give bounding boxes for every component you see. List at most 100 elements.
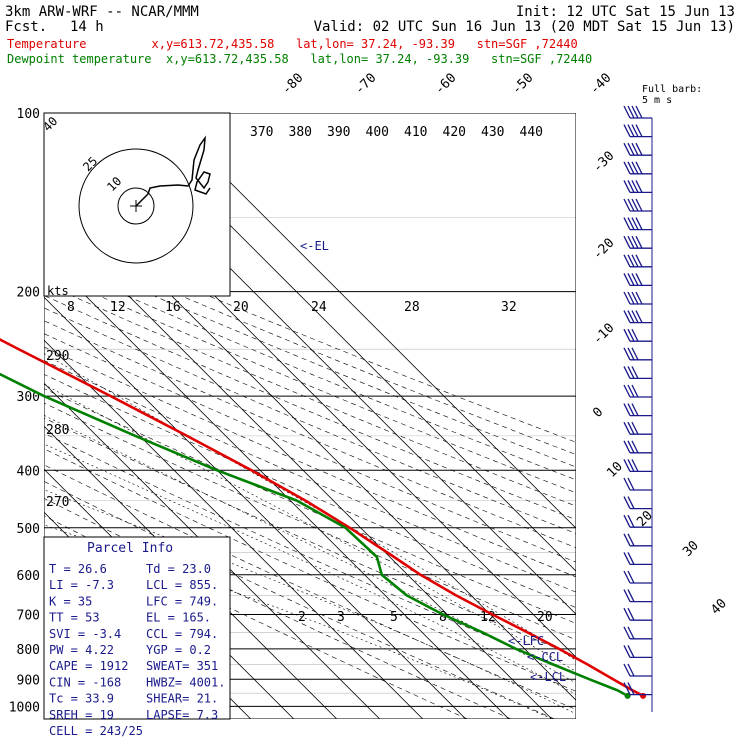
isotherm--50: [44, 425, 338, 719]
isotherm-label-0: 0: [590, 405, 606, 421]
isotherm-label--50: -50: [509, 71, 536, 98]
theta-label-430: 430: [481, 125, 504, 140]
dry-adiabat-360: [44, 346, 576, 578]
wind-barb-flag-5-0: [623, 198, 631, 212]
wind-barb-flag-9-0: [623, 273, 631, 286]
dry-adiabat-410: [44, 282, 576, 507]
wind-barb-flag-3-2: [631, 161, 639, 175]
wind-barb-flag-15-0: [623, 384, 631, 398]
wind-barb-flag-18-1: [627, 440, 635, 454]
theta-label-390: 390: [327, 125, 350, 140]
parcel-row-left-9: SREH = 19: [49, 708, 114, 722]
el-label: <-EL: [300, 239, 329, 253]
wind-barb-flag-19-1: [627, 459, 635, 472]
wind-barb-flag-7-0: [623, 235, 631, 249]
wind-barb-flag-12-2: [631, 328, 639, 342]
theta-labels: 370 380 390 400 410 420 430 440: [250, 125, 543, 140]
wind-barb-flag-25-0: [623, 570, 631, 584]
speed-label-32: 32: [501, 300, 517, 315]
dry-adiabat-390: [44, 307, 576, 534]
parcel-row-right-8: SHEAR= 21.: [146, 692, 218, 706]
wind-barb-flag-21-1: [627, 496, 635, 509]
wind-barb-flag-29-1: [627, 645, 635, 658]
wind-barb-flag-31-1: [627, 682, 635, 695]
mixing-ratio-label-3: 3: [337, 610, 345, 625]
speed-label-8: 8: [67, 300, 75, 315]
parcel-info-panel: Parcel Info T = 26.6 Td = 23.0 LI = -7.3 LC…: [43, 536, 231, 738]
isotherm--40: [44, 382, 381, 719]
parcel-row-left-0: T = 26.6: [49, 562, 107, 576]
wind-legend-line1: Full barb:: [642, 84, 702, 95]
parcel-row-left-8: Tc = 33.9: [49, 692, 114, 706]
isotherm-50: [160, 113, 576, 529]
mixing-ratio-labels: 2 3 5 8 12 20: [298, 610, 553, 625]
parcel-row-left-7: CIN = -168: [49, 675, 121, 689]
wind-barb-flag-7-1: [627, 235, 635, 249]
wind-barb-flag-26-1: [627, 589, 635, 602]
wind-barb-flag-10-2: [631, 291, 639, 305]
moist-adiabat-20: [44, 414, 576, 684]
wind-barb-flag-12-1: [627, 328, 635, 342]
wind-barb-flag-14-0: [623, 366, 631, 379]
theta-side-label-270: 270: [46, 495, 69, 510]
wind-barb-flag-11-3: [635, 310, 643, 323]
speed-label-20: 20: [233, 300, 249, 315]
wind-barb-flag-16-1: [627, 403, 635, 416]
wind-barb-flag-25-1: [627, 570, 635, 584]
wind-barb-flag-18-2: [631, 440, 639, 454]
isotherm-label--30: -30: [590, 149, 617, 176]
wind-barb-flag-9-3: [635, 273, 643, 286]
wind-barb-flag-10-1: [627, 291, 635, 305]
wind-barb-flag-1-2: [631, 124, 639, 137]
dry-adiabat-260: [44, 497, 512, 719]
theta-label-380: 380: [289, 125, 312, 140]
wind-legend-line2: 5 m s: [642, 95, 672, 106]
pressure-label-200: 200: [17, 286, 40, 301]
theta-side-labels: 290 280 270: [46, 349, 69, 510]
header-fcst-label: Fcst.: [5, 19, 47, 35]
header-fcst-value: 14 h: [70, 19, 104, 35]
mixing-ratio-label-8: 8: [439, 610, 447, 625]
wind-barb-flag-16-2: [631, 403, 639, 416]
theta-label-420: 420: [443, 125, 466, 140]
wind-barb-flag-19-0: [623, 459, 631, 472]
wind-barb-flag-8-1: [627, 254, 635, 268]
lfc-label: <-LFC: [508, 634, 544, 648]
wind-barb-flag-13-0: [623, 347, 631, 361]
parcel-row-left-4: SVI = -3.4: [49, 627, 121, 641]
wind-barb-flag-22-0: [623, 514, 631, 528]
parcel-row-right-4: CCL = 794.: [146, 627, 218, 641]
wind-barb-flag-30-0: [623, 663, 631, 677]
dewpoint-surface-marker: [624, 692, 631, 699]
wind-barb-flag-15-2: [631, 384, 639, 398]
wind-barb-flag-4-1: [627, 180, 635, 193]
isotherm-label-10: 10: [604, 459, 626, 481]
speed-label-28: 28: [404, 300, 420, 315]
wind-barb-flag-5-3: [635, 198, 643, 212]
dewpoint-legend: Dewpoint temperature x,y=613.72,435.58 l…: [7, 52, 592, 66]
parcel-row-left-6: CAPE = 1912: [49, 659, 128, 673]
wind-barb-flag-11-2: [631, 310, 639, 323]
parcel-row-left-10: CELL = 243/25: [49, 724, 143, 738]
dewpoint-line: [0, 372, 629, 698]
wind-barb-flag-16-0: [623, 403, 631, 416]
hodograph-trace: [135, 135, 211, 207]
isotherm--10: [44, 253, 510, 719]
mixing-ratio-label-20: 20: [537, 610, 553, 625]
wind-barb-flag-0-3: [635, 105, 643, 119]
wind-barb-flag-0-1: [627, 105, 635, 119]
wind-barb-flag-3-0: [623, 161, 631, 175]
speed-label-24: 24: [311, 300, 327, 315]
wind-barb-flag-17-1: [627, 421, 635, 435]
wind-barb-flag-8-2: [631, 254, 639, 268]
hodograph-kts-label: kts: [47, 284, 69, 298]
wind-barb-flag-15-1: [627, 384, 635, 398]
isotherm-label--40: -40: [587, 71, 614, 98]
parcel-row-right-2: LFC = 749.: [146, 594, 218, 608]
parcel-info-frame: [43, 536, 231, 720]
temperature-surface-marker: [640, 692, 647, 699]
wind-barb-flag-13-2: [631, 347, 639, 361]
wind-barb-flag-20-0: [623, 477, 631, 491]
hodograph-speed-labels: 8 12 16 20 24 28 32: [67, 300, 517, 315]
wind-barb-flag-13-1: [627, 347, 635, 361]
